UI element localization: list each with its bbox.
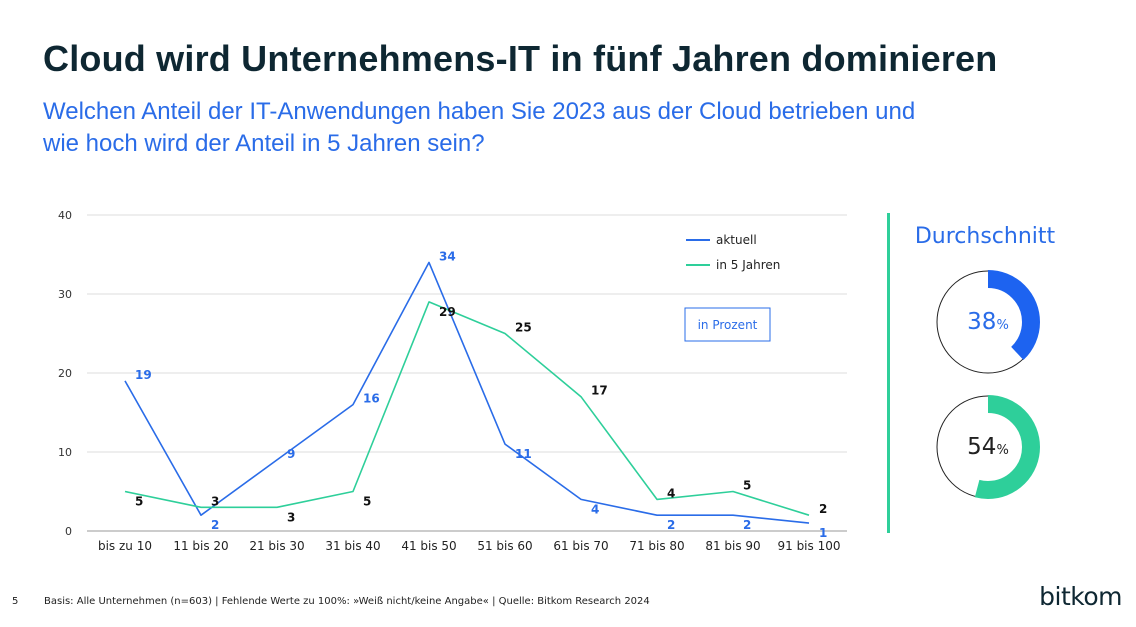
data-label-aktuell: 2: [667, 518, 675, 532]
y-tick-label: 30: [58, 288, 72, 301]
series-line-in-5-jahren: [124, 301, 810, 516]
series-line-aktuell: [124, 261, 810, 524]
x-tick-label: 31 bis 40: [325, 539, 380, 553]
page-number: 5: [12, 596, 19, 607]
y-tick-label: 10: [58, 446, 72, 459]
donut-ring-aktuell: [936, 270, 1040, 374]
donut-ring-in-5-jahren: [936, 395, 1040, 499]
donut-number-in-5-jahren: 54: [967, 434, 997, 460]
data-label-in-5-jahren: 3: [211, 494, 219, 508]
footnote: Basis: Alle Unternehmen (n=603) | Fehlen…: [44, 596, 650, 607]
x-tick-label: 21 bis 30: [249, 539, 304, 553]
data-label-in-5-jahren: 25: [515, 321, 532, 335]
data-label-in-5-jahren: 17: [591, 384, 608, 398]
data-label-in-5-jahren: 4: [667, 486, 675, 500]
data-label-in-5-jahren: 5: [135, 495, 143, 509]
data-label-in-5-jahren: 5: [743, 479, 751, 493]
donut-unit-aktuell: %: [996, 317, 1009, 333]
data-label-aktuell: 11: [515, 447, 532, 461]
data-label-aktuell: 2: [743, 518, 751, 532]
subtitle-line-2: wie hoch wird der Anteil in 5 Jahren sei…: [43, 130, 485, 157]
data-label-in-5-jahren: 2: [819, 502, 827, 516]
x-tick-label: 41 bis 50: [401, 539, 456, 553]
subtitle-line-1: Welchen Anteil der IT-Anwendungen haben …: [43, 98, 916, 125]
donut-arc-in-5-jahren: [936, 395, 1040, 499]
donut-in-5-jahren: 54%: [936, 395, 1040, 499]
bitkom-logo: bitkom: [1039, 582, 1122, 611]
data-label-aktuell: 4: [591, 502, 599, 516]
data-label-in-5-jahren: 5: [363, 495, 371, 509]
summary-title: Durchschnitt: [914, 224, 1056, 249]
data-label-aktuell: 9: [287, 447, 295, 461]
unit-box: [684, 307, 771, 342]
x-tick-label: 71 bis 80: [629, 539, 684, 553]
y-tick-label: 40: [58, 209, 72, 222]
donut-number-aktuell: 38: [967, 309, 997, 335]
data-label-aktuell: 16: [363, 392, 380, 406]
summary-divider: [887, 213, 890, 533]
x-tick-label: 61 bis 70: [553, 539, 608, 553]
page-title: Cloud wird Unternehmens-IT in fünf Jahre…: [43, 38, 998, 79]
donut-value-aktuell: 38%: [936, 270, 1040, 374]
legend-label-in-5-jahren: in 5 Jahren: [716, 258, 780, 272]
unit-box-label: in Prozent: [698, 318, 758, 332]
page-subtitle: Welchen Anteil der IT-Anwendungen haben …: [43, 96, 1043, 160]
x-tick-label: 91 bis 100: [777, 539, 840, 553]
data-label-in-5-jahren: 29: [439, 305, 456, 319]
data-label-in-5-jahren: 3: [287, 510, 295, 524]
donut-value-in-5-jahren: 54%: [936, 395, 1040, 499]
x-tick-label: 11 bis 20: [173, 539, 228, 553]
donut-arc-aktuell: [936, 270, 1040, 374]
data-label-aktuell: 1: [819, 526, 827, 540]
donut-unit-in-5-jahren: %: [996, 442, 1009, 458]
x-tick-label: 81 bis 90: [705, 539, 760, 553]
data-label-aktuell: 2: [211, 518, 219, 532]
x-tick-label: bis zu 10: [98, 539, 152, 553]
data-label-aktuell: 34: [439, 249, 456, 263]
y-tick-label: 20: [58, 367, 72, 380]
x-tick-label: 51 bis 60: [477, 539, 532, 553]
legend-label-aktuell: aktuell: [716, 233, 757, 247]
y-tick-label: 0: [65, 525, 72, 538]
donut-aktuell: 38%: [936, 270, 1040, 374]
data-label-aktuell: 19: [135, 368, 152, 382]
